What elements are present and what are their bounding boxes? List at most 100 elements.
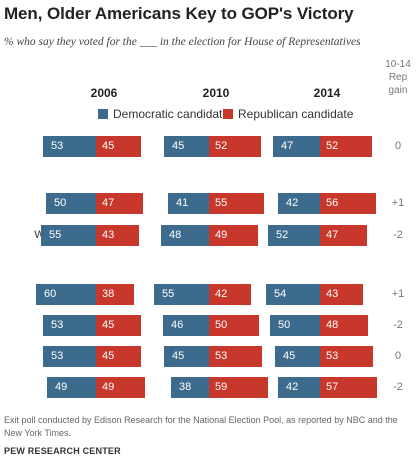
value-dem-45-64-2006: 53 [51, 350, 64, 362]
bar-dem-total-2010: 45 [164, 136, 209, 157]
value-rep-30-44-2010: 50 [215, 319, 228, 331]
year-header-2010: 2010 [202, 86, 230, 100]
value-dem-45-64-2014: 45 [283, 350, 296, 362]
bar-dem-women-2010: 48 [161, 225, 209, 246]
value-rep-total-2006: 45 [102, 140, 115, 152]
footnote: Exit poll conducted by Edison Research f… [4, 415, 398, 438]
value-rep-45-64-2006: 45 [102, 350, 115, 362]
bar-dem-45-64-2006: 53 [43, 346, 96, 367]
bar-rep-45-64-2014: 53 [320, 346, 373, 367]
bar-rep-total-2014: 52 [320, 136, 372, 157]
bar-rep-18-29-2006: 38 [96, 284, 134, 305]
bar-dem-18-29-2010: 55 [154, 284, 209, 305]
value-rep-women-2014: 47 [326, 229, 339, 241]
bar-rep-total-2006: 45 [96, 136, 141, 157]
year-header-2014: 2014 [313, 86, 341, 100]
value-dem-women-2014: 52 [276, 229, 289, 241]
value-rep-18-29-2010: 42 [215, 288, 228, 300]
value-dem-30-44-2006: 53 [51, 319, 64, 331]
bar-dem-65--2006: 49 [47, 377, 96, 398]
legend-republican: Republican candidate [223, 107, 353, 121]
value-dem-18-29-2006: 60 [44, 288, 57, 300]
value-rep-45-64-2014: 53 [326, 350, 339, 362]
bar-rep-women-2014: 47 [320, 225, 367, 246]
value-dem-women-2006: 55 [49, 229, 62, 241]
value-dem-65--2006: 49 [55, 381, 68, 393]
source-credit: PEW RESEARCH CENTER [4, 446, 121, 456]
value-dem-men-2014: 42 [286, 197, 299, 209]
value-dem-65--2010: 38 [179, 381, 192, 393]
bar-dem-men-2014: 42 [278, 193, 320, 214]
value-dem-men-2010: 41 [176, 197, 189, 209]
value-dem-65--2014: 42 [286, 381, 299, 393]
value-dem-total-2006: 53 [51, 140, 64, 152]
gain-header: 10-14 Rep gain [376, 58, 419, 97]
value-rep-18-29-2006: 38 [102, 288, 115, 300]
bar-rep-45-64-2010: 53 [209, 346, 262, 367]
bar-dem-18-29-2006: 60 [36, 284, 96, 305]
value-dem-women-2010: 48 [169, 229, 182, 241]
value-dem-men-2006: 50 [54, 197, 67, 209]
value-dem-18-29-2014: 54 [274, 288, 287, 300]
value-rep-65--2010: 59 [215, 381, 228, 393]
bar-rep-women-2010: 49 [209, 225, 258, 246]
chart-title: Men, Older Americans Key to GOP's Victor… [4, 4, 354, 23]
value-rep-18-29-2014: 43 [326, 288, 339, 300]
value-rep-65--2014: 57 [326, 381, 339, 393]
rep-gain-18-29: +1 [391, 288, 405, 300]
bar-dem-total-2006: 53 [43, 136, 96, 157]
bar-dem-45-64-2010: 45 [164, 346, 209, 367]
bar-rep-men-2014: 56 [320, 193, 376, 214]
bar-rep-30-44-2014: 48 [320, 315, 368, 336]
rep-gain-total: 0 [394, 140, 402, 152]
bar-dem-men-2010: 41 [168, 193, 209, 214]
legend-swatch-republican [223, 109, 233, 119]
bar-rep-total-2010: 52 [209, 136, 261, 157]
chart-subtitle: % who say they voted for the ___ in the … [4, 36, 361, 48]
value-rep-total-2010: 52 [215, 140, 228, 152]
bar-dem-30-44-2006: 53 [43, 315, 96, 336]
value-rep-women-2010: 49 [215, 229, 228, 241]
bar-dem-18-29-2014: 54 [266, 284, 320, 305]
rep-gain-30-44: -2 [393, 319, 403, 331]
value-rep-65--2006: 49 [102, 381, 115, 393]
bar-rep-men-2006: 47 [96, 193, 143, 214]
rep-gain-men: +1 [391, 197, 405, 209]
legend-label-democratic: Democratic candidate [113, 107, 230, 121]
bar-dem-65--2014: 42 [278, 377, 320, 398]
value-dem-30-44-2014: 50 [278, 319, 291, 331]
bar-dem-women-2014: 52 [268, 225, 320, 246]
value-rep-women-2006: 43 [102, 229, 115, 241]
bar-rep-30-44-2006: 45 [96, 315, 141, 336]
bar-dem-women-2006: 55 [41, 225, 96, 246]
bar-rep-women-2006: 43 [96, 225, 139, 246]
gain-header-line-3: gain [388, 85, 408, 96]
bar-dem-total-2014: 47 [273, 136, 320, 157]
value-rep-men-2006: 47 [102, 197, 115, 209]
bar-dem-men-2006: 50 [46, 193, 96, 214]
bar-dem-45-64-2014: 45 [275, 346, 320, 367]
value-dem-18-29-2010: 55 [162, 288, 175, 300]
year-header-2006: 2006 [90, 86, 118, 100]
legend-swatch-democratic [98, 109, 108, 119]
bar-rep-18-29-2010: 42 [209, 284, 251, 305]
gain-header-line-2: Rep [388, 72, 408, 83]
value-rep-30-44-2014: 48 [326, 319, 339, 331]
legend-democratic: Democratic candidate [98, 107, 229, 121]
value-dem-45-64-2010: 45 [172, 350, 185, 362]
bar-rep-65--2006: 49 [96, 377, 145, 398]
bar-rep-30-44-2010: 50 [209, 315, 259, 336]
value-rep-men-2010: 55 [215, 197, 228, 209]
value-dem-30-44-2010: 46 [171, 319, 184, 331]
bar-dem-30-44-2014: 50 [270, 315, 320, 336]
bar-dem-30-44-2010: 46 [163, 315, 209, 336]
bar-rep-65--2010: 59 [209, 377, 268, 398]
rep-gain-65-: -2 [393, 381, 403, 393]
gain-header-line-1: 10-14 [385, 59, 411, 70]
bar-dem-65--2010: 38 [171, 377, 209, 398]
value-rep-total-2014: 52 [326, 140, 339, 152]
value-rep-men-2014: 56 [326, 197, 339, 209]
value-dem-total-2010: 45 [172, 140, 185, 152]
bar-rep-18-29-2014: 43 [320, 284, 363, 305]
bar-rep-men-2010: 55 [209, 193, 264, 214]
